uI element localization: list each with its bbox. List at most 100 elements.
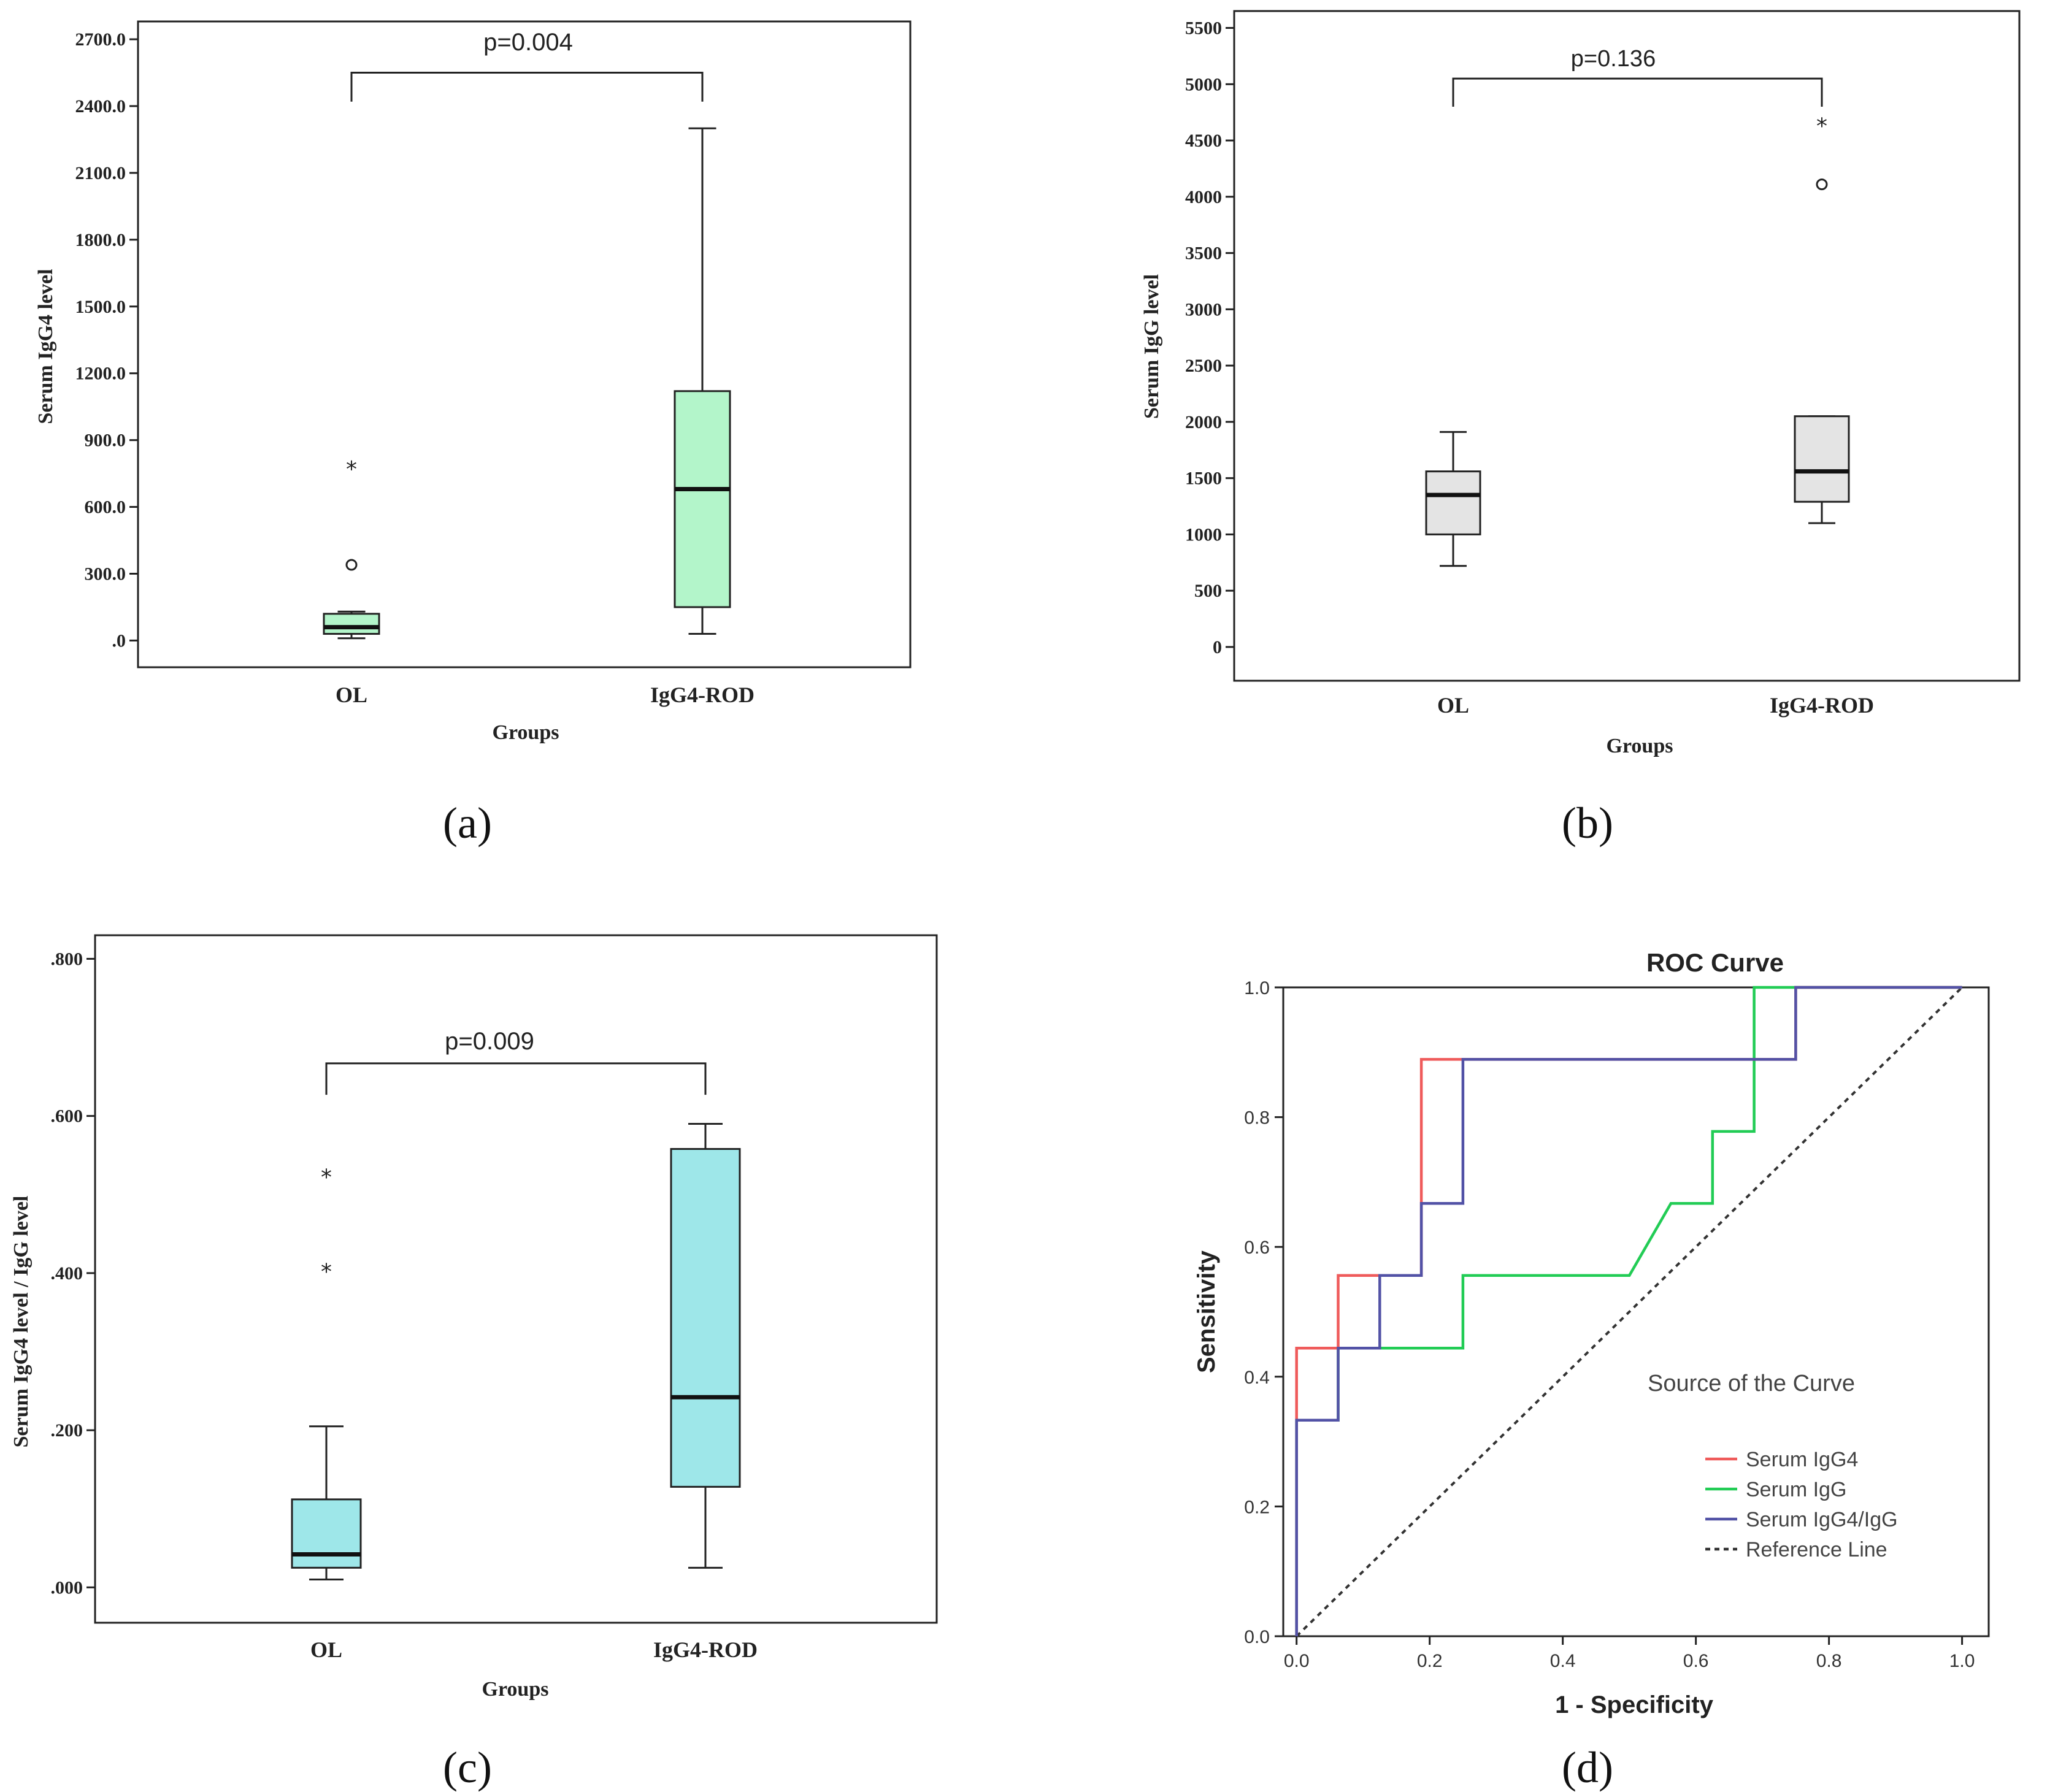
y-tick-label: 1200.0: [75, 364, 126, 384]
outlier-star: *: [321, 1259, 332, 1284]
y-tick-label: 2100.0: [75, 163, 126, 183]
y-tick-label: 4000: [1185, 187, 1222, 207]
panel-d-label: (d): [1562, 1743, 1613, 1792]
roc-series-serum-igg4-igg: [1295, 986, 1962, 1636]
panel-b-p-value: p=0.136: [1571, 46, 1656, 72]
x-tick-label-igg4-rod: IgG4-ROD: [1770, 693, 1874, 718]
panel-b-x-axis-title: Groups: [1607, 735, 1673, 757]
panel-c-boxplot: .000 .200 .400 .600 .800 p=0.009 ** OL IgG4-R…: [10, 934, 938, 1792]
outlier-circle: [345, 559, 358, 571]
y-tick-label: 0.0: [1244, 1627, 1270, 1647]
y-tick-label: 1.0: [1244, 978, 1270, 998]
y-tick-label: 1500: [1185, 469, 1222, 489]
x-tick-label: 0.6: [1683, 1651, 1709, 1671]
panel-d-curves: [1295, 986, 1963, 1637]
y-tick-label: .200: [51, 1420, 83, 1441]
box-igg4-rod: *: [1794, 114, 1850, 524]
y-tick-label: 2000: [1185, 412, 1222, 432]
box-ol: [1425, 431, 1481, 567]
y-tick-label: 1000: [1185, 524, 1222, 545]
panel-d-x-axis-title: 1 - Specificity: [1555, 1691, 1714, 1718]
box-igg4-rod: [674, 127, 731, 635]
panel-d-y-axis-title: Sensitivity: [1193, 1250, 1220, 1373]
bracket-line: [1452, 77, 1823, 107]
legend-label-serum-igg4: Serum IgG4: [1746, 1448, 1858, 1471]
panel-a-y-axis-title: Serum IgG4 level: [34, 269, 57, 424]
box-iqr: [1425, 470, 1481, 535]
y-tick-label: 1800.0: [75, 230, 126, 250]
y-tick-label: .000: [51, 1577, 83, 1598]
y-tick-label: 2700.0: [75, 29, 126, 50]
y-tick-label: 600.0: [85, 497, 126, 518]
y-tick-label: .800: [51, 949, 83, 969]
y-tick-label: .600: [51, 1106, 83, 1127]
panel-d-y-axis: 0.0 0.2 0.4 0.6 0.8 1.0: [1244, 978, 1283, 1647]
panel-d-x-axis: 0.0 0.2 0.4 0.6 0.8 1.0: [1284, 1636, 1975, 1671]
legend-title: Source of the Curve: [1648, 1371, 1855, 1396]
panel-a-boxes: *: [323, 127, 731, 640]
y-tick-label: .0: [112, 630, 126, 651]
outlier-circle: [1816, 178, 1828, 191]
x-tick-label-ol: OL: [336, 683, 367, 707]
y-tick-label: .400: [51, 1263, 83, 1284]
panel-d-roc-chart: ROC Curve 0.00.20.40.60.81.0 0.0 0.2 0.4 0.…: [1193, 948, 1990, 1792]
panel-c-y-axis: .000 .200 .400 .600 .800: [51, 949, 95, 1598]
y-tick-label: 3500: [1185, 243, 1222, 264]
y-tick-label: 0: [1213, 637, 1222, 657]
panel-b-significance-bracket: [1452, 77, 1823, 107]
x-tick-label: 0.4: [1550, 1651, 1576, 1671]
outlier-star: *: [346, 457, 357, 482]
y-tick-label: 1500.0: [75, 297, 126, 317]
box-iqr: [323, 613, 380, 635]
x-tick-label-igg4-rod: IgG4-ROD: [653, 1637, 758, 1662]
panel-c-plot-frame: [94, 934, 938, 1624]
panel-a-label: (a): [443, 798, 492, 848]
y-tick-label: 3000: [1185, 299, 1222, 320]
box-ol: **: [291, 1165, 362, 1581]
panel-a-significance-bracket: [350, 72, 704, 102]
panel-d-title: ROC Curve: [1646, 948, 1784, 977]
box-iqr: [670, 1147, 741, 1488]
panel-c-x-axis-title: Groups: [482, 1678, 549, 1701]
panel-d-legend: Source of the Curve Serum IgG4 Serum IgG S…: [1648, 1371, 1898, 1561]
box-igg4-rod: [670, 1122, 741, 1569]
box-ol: *: [323, 457, 380, 640]
x-tick-label-igg4-rod: IgG4-ROD: [650, 683, 754, 707]
panel-b-plot-frame: [1233, 10, 2021, 682]
panel-b-label: (b): [1562, 798, 1613, 848]
panel-c-label: (c): [443, 1743, 492, 1792]
outlier-star: *: [1816, 114, 1827, 139]
x-tick-label: 0.8: [1816, 1651, 1842, 1671]
y-tick-label: 4500: [1185, 131, 1222, 151]
panel-b-boxplot: 0 500 1000 1500 2000 2500 3000 3500 4000 4500 5000…: [1140, 10, 2021, 848]
bracket-line: [350, 72, 704, 102]
y-tick-label: 300.0: [85, 564, 126, 584]
box-iqr: [291, 1498, 362, 1569]
panel-b-x-axis: OL IgG4-ROD: [1437, 693, 1874, 718]
x-tick-label-ol: OL: [1437, 693, 1469, 718]
y-tick-label: 2400.0: [75, 96, 126, 117]
panel-a-x-axis: OL IgG4-ROD: [336, 683, 754, 707]
panel-a-x-axis-title: Groups: [493, 721, 559, 744]
box-iqr: [1794, 415, 1850, 503]
panel-a-boxplot: .0 300.0 600.0 900.0 1200.0 1500.0 1800.0 2100.…: [34, 20, 912, 848]
y-tick-label: 0.6: [1244, 1238, 1270, 1258]
legend-label-serum-igg: Serum IgG: [1746, 1478, 1846, 1501]
x-tick-label: 1.0: [1949, 1651, 1975, 1671]
x-tick-label-ol: OL: [310, 1637, 342, 1662]
roc-series-reference-line: [1296, 986, 1963, 1637]
panel-b-boxes: *: [1425, 114, 1850, 567]
legend-label-reference-line: Reference Line: [1746, 1538, 1887, 1561]
x-tick-label: 0.2: [1417, 1651, 1443, 1671]
bracket-line: [325, 1062, 707, 1095]
panel-a-y-axis: .0 300.0 600.0 900.0 1200.0 1500.0 1800.0 2100.…: [75, 29, 138, 651]
y-tick-label: 900.0: [85, 431, 126, 451]
y-tick-label: 0.2: [1244, 1497, 1270, 1517]
panel-c-boxes: **: [291, 1122, 741, 1581]
panel-b-y-axis-title: Serum IgG level: [1140, 274, 1163, 419]
y-tick-label: 500: [1194, 581, 1222, 601]
panel-c-significance-bracket: [325, 1062, 707, 1095]
panel-b-y-axis: 0 500 1000 1500 2000 2500 3000 3500 4000 4500 5000…: [1185, 18, 1234, 657]
panel-c-p-value: p=0.009: [445, 1028, 534, 1055]
